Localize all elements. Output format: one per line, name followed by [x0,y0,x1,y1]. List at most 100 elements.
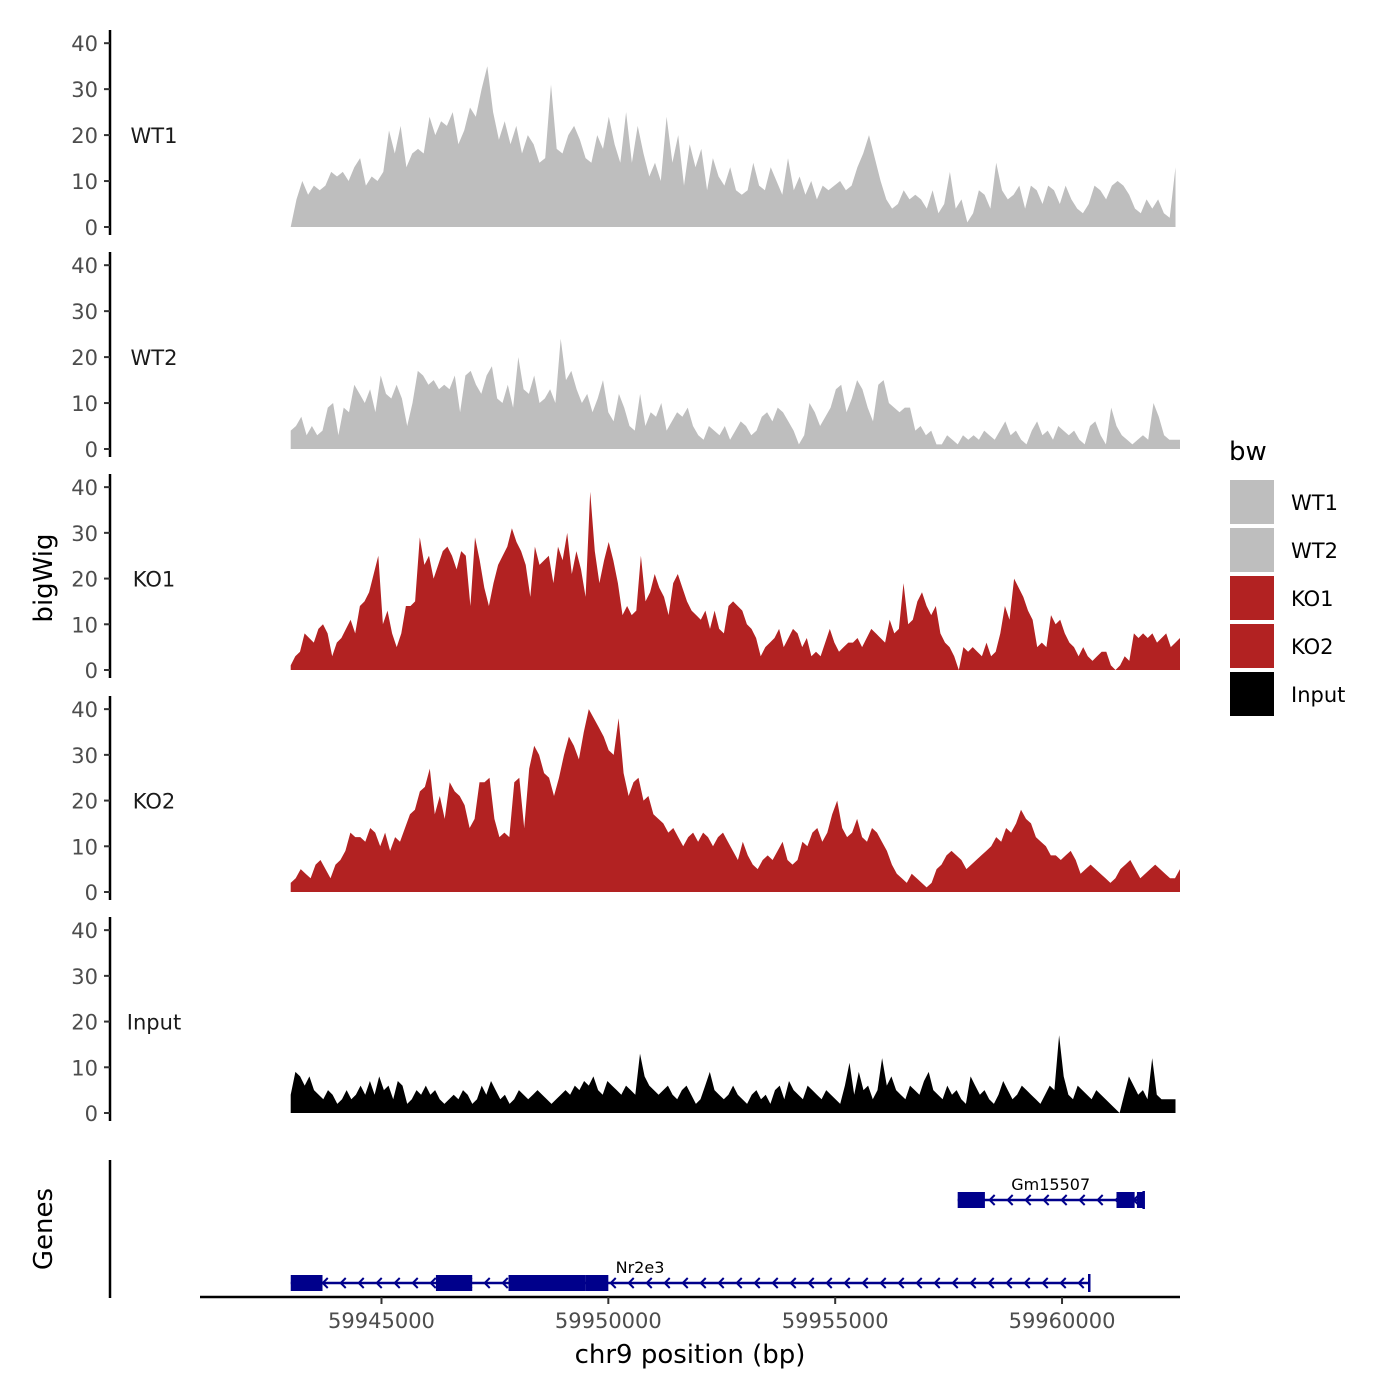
y-tick-label: 30 [71,744,98,768]
strand-arrow [627,1277,635,1289]
track-label: KO2 [133,790,176,814]
strand-arrow [1006,1194,1014,1206]
y-tick-label: 0 [85,881,98,905]
track-label: Input [127,1011,181,1035]
legend-label: KO2 [1291,635,1334,659]
y-tick-label: 30 [71,965,98,989]
y-tick-label: 20 [71,568,98,592]
legend-swatch [1230,576,1274,620]
legend-swatch [1230,480,1274,524]
legend-label: Input [1291,683,1345,707]
area-wt1 [290,66,1176,227]
strand-arrow [825,1277,833,1289]
genes-axis-label: Genes [29,1188,59,1270]
y-tick-label: 0 [85,438,98,462]
y-tick-label: 40 [71,32,98,56]
strand-arrow [897,1277,905,1289]
strand-arrow [663,1277,671,1289]
legend: bw WT1 WT2 KO1 KO2 Input [1229,437,1345,716]
signal-tracks: 0 10 20 30 40 WT1 0 10 20 30 40 WT2 0 10 20 30 40 KO1 0 10 2… [71,30,1180,1126]
strand-arrow [735,1277,743,1289]
strand-arrow [915,1277,923,1289]
legend-title: bw [1229,437,1267,467]
strand-arrow [1077,1277,1085,1289]
track-ko1: 0 10 20 30 40 KO1 [71,474,1180,683]
strand-arrow [681,1277,689,1289]
legend-entry-ko2: KO2 [1230,624,1334,668]
strand-arrow [699,1277,707,1289]
strand-arrow [483,1277,491,1289]
legend-label: WT2 [1291,539,1338,563]
strand-arrow [1060,1194,1068,1206]
y-tick-label: 30 [71,300,98,324]
legend-entry-wt2: WT2 [1230,528,1338,572]
y-tick-label: 20 [71,124,98,148]
strand-arrow [501,1277,509,1289]
exon [957,1192,985,1208]
strand-arrow [879,1277,887,1289]
area-ko2 [290,709,1180,892]
y-tick-label: 20 [71,1011,98,1035]
x-axis: 59945000 59950000 59955000 59960000 [200,1295,1180,1333]
gene-track: Gm15507 Nr2e3 [108,1160,1145,1298]
legend-entry-ko1: KO1 [1230,576,1334,620]
y-tick-label: 40 [71,919,98,943]
strand-arrow [771,1277,779,1289]
strand-arrow [987,1277,995,1289]
track-label: KO1 [133,568,176,592]
strand-arrow [789,1277,797,1289]
legend-label: KO1 [1291,587,1334,611]
track-wt1: 0 10 20 30 40 WT1 [71,30,1176,240]
strand-arrow [609,1277,617,1289]
strand-arrow [1041,1277,1049,1289]
y-tick-label: 10 [71,835,98,859]
strand-arrow [1042,1194,1050,1206]
strand-arrow [1078,1194,1086,1206]
strand-arrow [357,1277,365,1289]
y-tick-label: 0 [85,659,98,683]
exon [508,1275,586,1291]
strand-arrow [393,1277,401,1289]
strand-arrow [951,1277,959,1289]
strand-arrow [1005,1277,1013,1289]
strand-arrow [321,1277,329,1289]
legend-swatch [1230,624,1274,668]
x-tick-label: 59955000 [782,1309,889,1333]
legend-entry-wt1: WT1 [1230,480,1338,524]
exon [1116,1192,1135,1208]
strand-arrow [807,1277,815,1289]
exon [290,1275,323,1291]
gene-gm15507: Gm15507 [957,1175,1145,1209]
legend-swatch [1230,672,1274,716]
strand-arrow [1096,1194,1104,1206]
x-tick-label: 59945000 [328,1309,435,1333]
legend-label: WT1 [1291,491,1338,515]
strand-arrow [717,1277,725,1289]
gene-name-label: Gm15507 [1011,1175,1090,1194]
x-axis-label: chr9 position (bp) [575,1340,806,1370]
y-tick-label: 10 [71,613,98,637]
y-tick-label: 40 [71,698,98,722]
legend-swatch [1230,528,1274,572]
track-ko2: 0 10 20 30 40 KO2 [71,696,1180,905]
y-tick-label: 30 [71,522,98,546]
strand-arrow [1059,1277,1067,1289]
y-tick-label: 0 [85,216,98,240]
strand-arrow [1024,1194,1032,1206]
strand-arrow [843,1277,851,1289]
strand-arrow [969,1277,977,1289]
y-tick-label: 10 [71,1056,98,1080]
y-tick-label: 40 [71,476,98,500]
strand-arrow [429,1277,437,1289]
y-tick-label: 0 [85,1102,98,1126]
exon [1136,1192,1144,1208]
strand-arrow [1023,1277,1031,1289]
gene-name-label: Nr2e3 [616,1258,665,1277]
y-tick-label: 30 [71,78,98,102]
exon [435,1275,473,1291]
y-tick-label: 10 [71,392,98,416]
strand-arrow [988,1194,996,1206]
y-tick-label: 20 [71,790,98,814]
track-label: WT2 [131,346,178,370]
